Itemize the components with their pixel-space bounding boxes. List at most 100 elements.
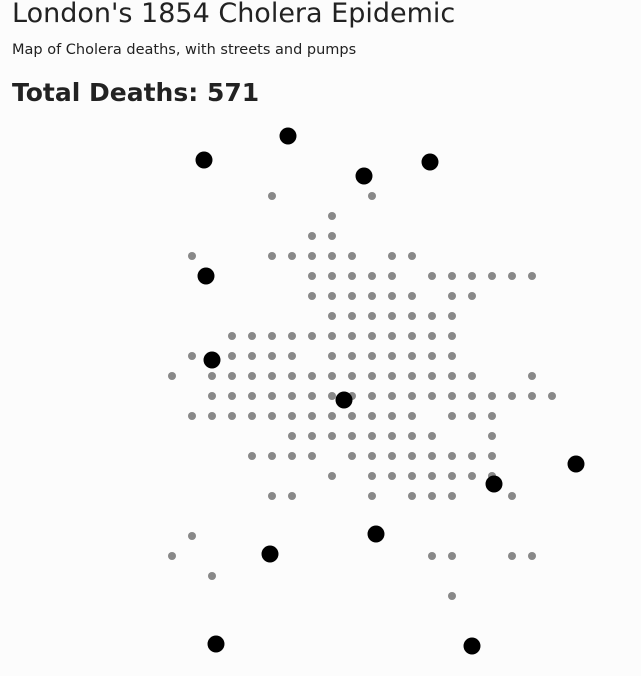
death-marker [208,572,216,580]
page-subtitle: Map of Cholera deaths, with streets and … [12,42,357,58]
death-marker [408,392,416,400]
death-marker [388,352,396,360]
pump-marker [207,635,225,653]
death-marker [448,352,456,360]
death-marker [248,412,256,420]
death-marker [268,452,276,460]
death-marker [448,392,456,400]
death-marker [488,272,496,280]
pump-marker [463,637,481,655]
death-marker [408,252,416,260]
death-marker [348,372,356,380]
death-marker [428,352,436,360]
death-marker [328,472,336,480]
death-marker [468,372,476,380]
death-marker [368,412,376,420]
death-marker [328,372,336,380]
death-marker [328,412,336,420]
death-marker [308,272,316,280]
death-marker [468,272,476,280]
pump-marker [567,455,585,473]
page-title: London's 1854 Cholera Epidemic [12,0,456,29]
death-marker [308,392,316,400]
death-marker [328,432,336,440]
death-marker [368,472,376,480]
death-marker [408,492,416,500]
death-marker [468,392,476,400]
death-marker [348,412,356,420]
death-marker [168,552,176,560]
death-marker [288,432,296,440]
death-marker [328,292,336,300]
death-marker [448,372,456,380]
death-marker [268,412,276,420]
death-marker [348,312,356,320]
death-marker [228,412,236,420]
death-marker [408,292,416,300]
death-marker [388,452,396,460]
death-marker [528,272,536,280]
death-marker [428,492,436,500]
death-marker [408,372,416,380]
death-marker [188,352,196,360]
death-marker [348,352,356,360]
death-marker [368,272,376,280]
death-marker [448,412,456,420]
death-marker [468,452,476,460]
death-marker [368,292,376,300]
death-marker [308,432,316,440]
death-marker [388,472,396,480]
death-marker [468,472,476,480]
death-marker [428,452,436,460]
death-marker [448,492,456,500]
death-marker [388,312,396,320]
death-marker [288,332,296,340]
death-marker [328,232,336,240]
death-marker [248,372,256,380]
death-marker [328,272,336,280]
death-marker [428,432,436,440]
death-marker [408,312,416,320]
death-marker [288,412,296,420]
death-marker [428,472,436,480]
total-deaths: Total Deaths: 571 [12,78,259,108]
death-marker [248,452,256,460]
death-marker [508,492,516,500]
death-marker [388,272,396,280]
death-marker [488,412,496,420]
death-marker [388,412,396,420]
death-marker [208,372,216,380]
death-marker [368,432,376,440]
death-marker [408,452,416,460]
pump-marker [261,545,279,563]
death-marker [288,392,296,400]
death-marker [508,272,516,280]
pump-marker [279,127,297,145]
pump-marker [195,151,213,169]
death-marker [348,272,356,280]
death-marker [448,472,456,480]
death-marker [268,252,276,260]
death-marker [448,272,456,280]
pump-marker [355,167,373,185]
death-marker [268,332,276,340]
death-marker [328,312,336,320]
death-marker [308,252,316,260]
death-marker [428,272,436,280]
death-marker [348,332,356,340]
death-marker [308,452,316,460]
death-marker [228,392,236,400]
death-marker [348,452,356,460]
death-marker [448,592,456,600]
death-marker [388,292,396,300]
death-marker [368,312,376,320]
death-marker [268,192,276,200]
death-marker [228,332,236,340]
death-marker [208,412,216,420]
death-marker [528,372,536,380]
death-marker [488,392,496,400]
death-marker [348,252,356,260]
death-marker [188,532,196,540]
death-marker [368,332,376,340]
death-marker [188,252,196,260]
